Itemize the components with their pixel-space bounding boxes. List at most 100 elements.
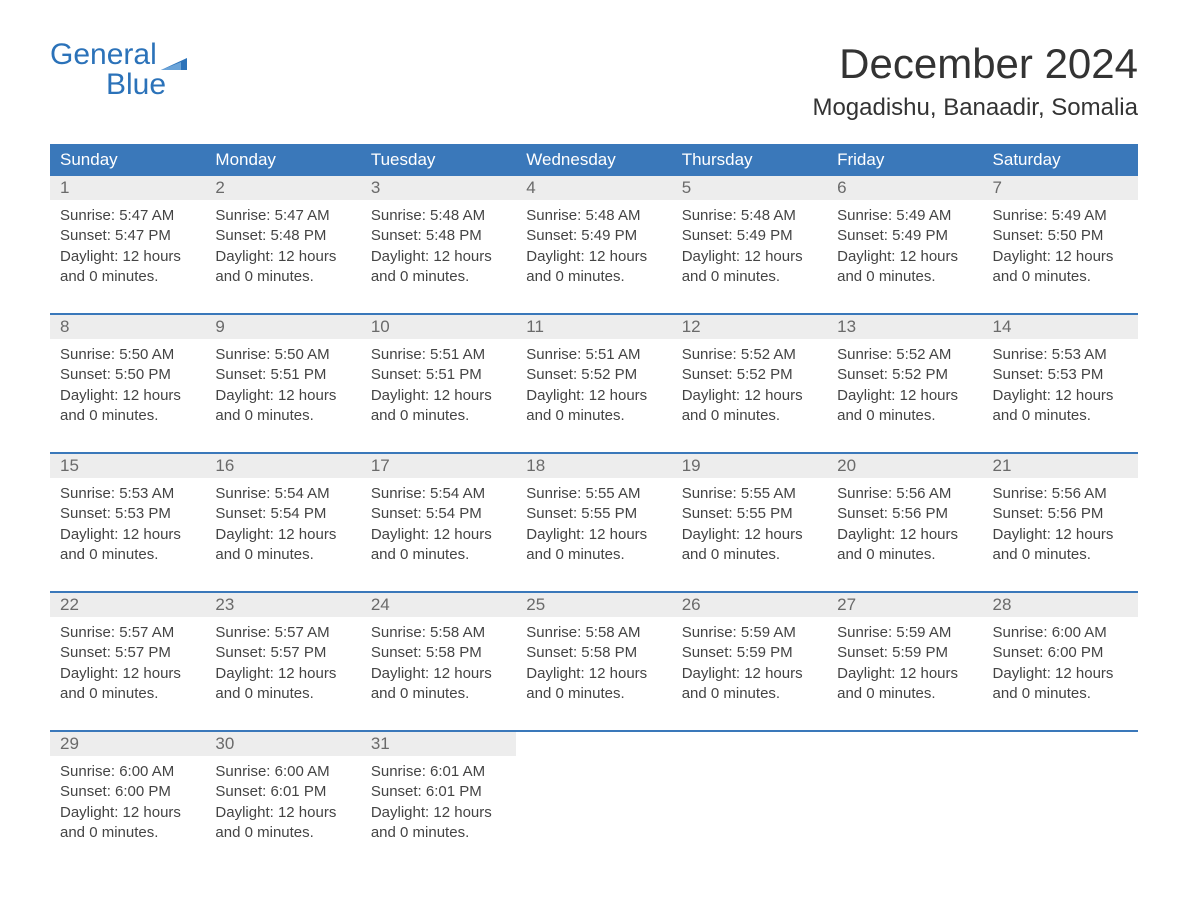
day-number-cell: 5 — [672, 176, 827, 200]
day-content-cell: Sunrise: 5:52 AMSunset: 5:52 PMDaylight:… — [827, 339, 982, 453]
day-content-row: Sunrise: 5:57 AMSunset: 5:57 PMDaylight:… — [50, 617, 1138, 731]
daylight1-text: Daylight: 12 hours — [682, 664, 817, 684]
daylight1-text: Daylight: 12 hours — [215, 386, 350, 406]
day-content-cell: Sunrise: 5:56 AMSunset: 5:56 PMDaylight:… — [827, 478, 982, 592]
page-header: General Blue December 2024 Mogadishu, Ba… — [50, 40, 1138, 122]
day-content-cell: Sunrise: 5:48 AMSunset: 5:49 PMDaylight:… — [516, 200, 671, 314]
day-number-cell: 16 — [205, 454, 360, 478]
day-number-cell: 18 — [516, 454, 671, 478]
day-content-cell: Sunrise: 5:55 AMSunset: 5:55 PMDaylight:… — [516, 478, 671, 592]
day-header: Sunday — [50, 144, 205, 176]
sunrise-text: Sunrise: 5:49 AM — [993, 206, 1128, 226]
daylight2-text: and 0 minutes. — [682, 545, 817, 565]
day-header: Friday — [827, 144, 982, 176]
daylight2-text: and 0 minutes. — [682, 267, 817, 287]
day-content-cell: Sunrise: 5:54 AMSunset: 5:54 PMDaylight:… — [361, 478, 516, 592]
day-number-cell: 2 — [205, 176, 360, 200]
daylight2-text: and 0 minutes. — [371, 684, 506, 704]
sunrise-text: Sunrise: 5:55 AM — [526, 484, 661, 504]
day-number-cell: 17 — [361, 454, 516, 478]
daylight1-text: Daylight: 12 hours — [215, 525, 350, 545]
sunset-text: Sunset: 5:50 PM — [993, 226, 1128, 246]
daylight1-text: Daylight: 12 hours — [682, 386, 817, 406]
daylight2-text: and 0 minutes. — [371, 406, 506, 426]
day-number-cell: 19 — [672, 454, 827, 478]
sunrise-text: Sunrise: 5:57 AM — [215, 623, 350, 643]
day-content-cell: Sunrise: 5:48 AMSunset: 5:48 PMDaylight:… — [361, 200, 516, 314]
daylight2-text: and 0 minutes. — [526, 267, 661, 287]
sunset-text: Sunset: 5:57 PM — [215, 643, 350, 663]
daylight1-text: Daylight: 12 hours — [837, 247, 972, 267]
day-header: Thursday — [672, 144, 827, 176]
day-number-row: 22232425262728 — [50, 593, 1138, 617]
daylight1-text: Daylight: 12 hours — [837, 386, 972, 406]
sunrise-text: Sunrise: 6:00 AM — [993, 623, 1128, 643]
sunset-text: Sunset: 5:53 PM — [60, 504, 195, 524]
sunrise-text: Sunrise: 5:53 AM — [60, 484, 195, 504]
logo: General Blue — [50, 40, 187, 100]
day-number-cell: 20 — [827, 454, 982, 478]
sunset-text: Sunset: 5:52 PM — [837, 365, 972, 385]
day-content-cell: Sunrise: 5:58 AMSunset: 5:58 PMDaylight:… — [516, 617, 671, 731]
daylight2-text: and 0 minutes. — [60, 545, 195, 565]
daylight2-text: and 0 minutes. — [993, 684, 1128, 704]
day-content-cell — [983, 756, 1138, 869]
daylight1-text: Daylight: 12 hours — [682, 247, 817, 267]
day-number-cell: 14 — [983, 315, 1138, 339]
day-number-cell: 7 — [983, 176, 1138, 200]
day-content-cell: Sunrise: 5:51 AMSunset: 5:52 PMDaylight:… — [516, 339, 671, 453]
sunset-text: Sunset: 5:47 PM — [60, 226, 195, 246]
sunrise-text: Sunrise: 5:52 AM — [682, 345, 817, 365]
sunset-text: Sunset: 5:51 PM — [371, 365, 506, 385]
day-content-cell: Sunrise: 5:50 AMSunset: 5:51 PMDaylight:… — [205, 339, 360, 453]
daylight1-text: Daylight: 12 hours — [526, 247, 661, 267]
daylight2-text: and 0 minutes. — [993, 267, 1128, 287]
sunrise-text: Sunrise: 5:56 AM — [993, 484, 1128, 504]
day-content-cell — [827, 756, 982, 869]
sunset-text: Sunset: 5:58 PM — [526, 643, 661, 663]
day-number-cell: 30 — [205, 732, 360, 756]
sunrise-text: Sunrise: 5:56 AM — [837, 484, 972, 504]
sunrise-text: Sunrise: 5:57 AM — [60, 623, 195, 643]
daylight2-text: and 0 minutes. — [60, 267, 195, 287]
daylight1-text: Daylight: 12 hours — [60, 803, 195, 823]
sunset-text: Sunset: 5:56 PM — [837, 504, 972, 524]
day-content-cell: Sunrise: 5:47 AMSunset: 5:47 PMDaylight:… — [50, 200, 205, 314]
daylight2-text: and 0 minutes. — [215, 545, 350, 565]
day-content-cell: Sunrise: 5:57 AMSunset: 5:57 PMDaylight:… — [205, 617, 360, 731]
sunrise-text: Sunrise: 5:59 AM — [837, 623, 972, 643]
sunrise-text: Sunrise: 5:50 AM — [215, 345, 350, 365]
day-number-row: 891011121314 — [50, 315, 1138, 339]
sunrise-text: Sunrise: 5:58 AM — [371, 623, 506, 643]
sunrise-text: Sunrise: 5:54 AM — [215, 484, 350, 504]
daylight1-text: Daylight: 12 hours — [60, 525, 195, 545]
day-header: Monday — [205, 144, 360, 176]
daylight1-text: Daylight: 12 hours — [993, 525, 1128, 545]
day-number-cell: 12 — [672, 315, 827, 339]
day-content-cell: Sunrise: 5:53 AMSunset: 5:53 PMDaylight:… — [50, 478, 205, 592]
sunrise-text: Sunrise: 5:55 AM — [682, 484, 817, 504]
sunset-text: Sunset: 5:58 PM — [371, 643, 506, 663]
logo-word1: General — [50, 40, 157, 70]
daylight2-text: and 0 minutes. — [837, 406, 972, 426]
day-number-cell: 8 — [50, 315, 205, 339]
sunrise-text: Sunrise: 5:48 AM — [371, 206, 506, 226]
daylight2-text: and 0 minutes. — [60, 684, 195, 704]
daylight2-text: and 0 minutes. — [215, 406, 350, 426]
daylight1-text: Daylight: 12 hours — [60, 247, 195, 267]
daylight2-text: and 0 minutes. — [993, 545, 1128, 565]
daylight1-text: Daylight: 12 hours — [526, 386, 661, 406]
sunset-text: Sunset: 5:57 PM — [60, 643, 195, 663]
day-content-cell: Sunrise: 5:52 AMSunset: 5:52 PMDaylight:… — [672, 339, 827, 453]
daylight1-text: Daylight: 12 hours — [371, 525, 506, 545]
day-number-cell: 3 — [361, 176, 516, 200]
daylight2-text: and 0 minutes. — [526, 406, 661, 426]
day-number-cell: 24 — [361, 593, 516, 617]
sunrise-text: Sunrise: 5:49 AM — [837, 206, 972, 226]
daylight1-text: Daylight: 12 hours — [837, 664, 972, 684]
sunset-text: Sunset: 5:51 PM — [215, 365, 350, 385]
sunset-text: Sunset: 5:49 PM — [682, 226, 817, 246]
day-number-cell: 4 — [516, 176, 671, 200]
day-content-cell: Sunrise: 5:57 AMSunset: 5:57 PMDaylight:… — [50, 617, 205, 731]
daylight2-text: and 0 minutes. — [60, 823, 195, 843]
